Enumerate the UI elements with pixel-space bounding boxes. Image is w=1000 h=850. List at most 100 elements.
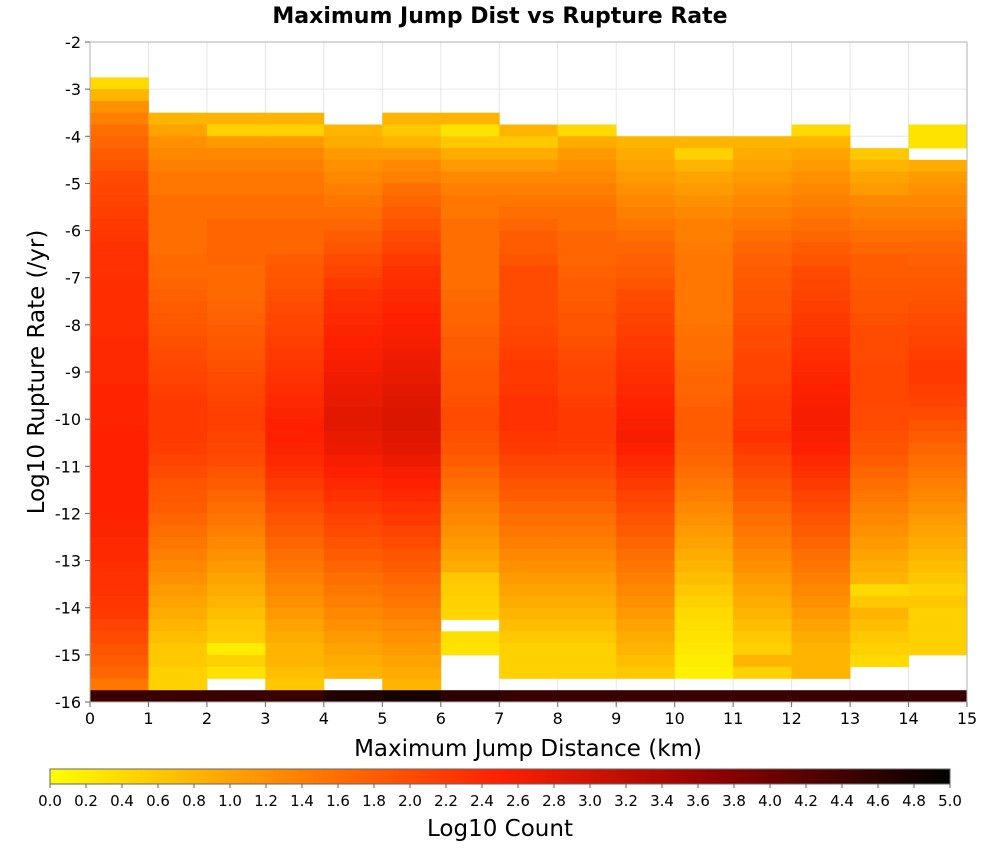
heatmap-cell: [148, 525, 208, 538]
heatmap-cell: [674, 548, 734, 561]
colorbar-tick-label: 1.6: [326, 792, 350, 810]
heatmap-cell: [148, 183, 208, 196]
heatmap-cell: [908, 360, 968, 373]
heatmap-cell: [791, 324, 851, 338]
heatmap-cell: [440, 631, 500, 644]
y-tick-label: -11: [55, 457, 81, 476]
colorbar-tick-label: 1.4: [290, 792, 314, 810]
heatmap-cell: [850, 466, 909, 479]
colorbar-tick-label: 4.2: [794, 792, 818, 810]
colorbar-tick-label: 1.8: [362, 792, 386, 810]
heatmap-cell: [791, 560, 851, 573]
heatmap-cell: [265, 265, 325, 279]
heatmap-cell: [440, 218, 500, 231]
heatmap-cell: [90, 666, 149, 679]
heatmap-cell: [674, 289, 734, 302]
heatmap-cell: [148, 419, 208, 432]
heatmap-cell: [90, 313, 149, 326]
heatmap-cell: [206, 442, 266, 455]
heatmap-cell: [382, 419, 442, 432]
heatmap-cell: [733, 395, 792, 408]
heatmap-cell: [499, 643, 559, 656]
heatmap-cell: [382, 654, 442, 668]
heatmap-cell: [90, 277, 149, 290]
heatmap-cell: [148, 195, 208, 208]
heatmap-cell: [148, 678, 208, 691]
heatmap-cell: [382, 148, 442, 161]
heatmap-cell: [148, 560, 208, 573]
heatmap-cell: [616, 313, 676, 326]
heatmap-cell: [733, 419, 792, 432]
heatmap-cell: [674, 230, 734, 243]
heatmap-cell: [733, 619, 792, 632]
heatmap-cell: [382, 301, 442, 314]
heatmap-cell: [850, 395, 909, 408]
heatmap-cell: [382, 159, 442, 173]
heatmap-cell: [382, 324, 442, 338]
heatmap-cell: [674, 478, 734, 491]
heatmap-cell: [850, 631, 909, 644]
heatmap-cell: [616, 478, 676, 491]
heatmap-cell: [382, 619, 442, 632]
heatmap-cell: [499, 171, 559, 184]
heatmap-cell: [557, 501, 617, 514]
heatmap-cell: [440, 372, 500, 385]
heatmap-cell: [206, 112, 266, 125]
heatmap-cell: [733, 218, 792, 231]
heatmap-cell: [908, 619, 968, 632]
heatmap-cell: [440, 560, 500, 573]
heatmap-cell: [499, 407, 559, 420]
heatmap-cell: [850, 501, 909, 514]
heatmap-cell: [499, 348, 559, 361]
heatmap-cell: [206, 478, 266, 491]
heatmap-cell-bottom: [148, 690, 208, 702]
heatmap-cell: [323, 643, 383, 656]
x-tick-label: 1: [143, 709, 153, 728]
colorbar: [49, 768, 951, 785]
heatmap-cell-bottom: [440, 690, 500, 702]
heatmap-cell: [616, 584, 676, 597]
heatmap-cell: [148, 442, 208, 455]
heatmap-cell: [850, 171, 909, 184]
heatmap-cell: [791, 372, 851, 385]
heatmap-cell: [616, 171, 676, 184]
heatmap-cell: [382, 560, 442, 573]
x-tick-label: 9: [611, 709, 621, 728]
heatmap-cell: [616, 242, 676, 255]
heatmap-cell: [674, 643, 734, 656]
heatmap-cell: [90, 454, 149, 467]
heatmap-cell: [674, 513, 734, 526]
y-axis-label: Log10 Rupture Rate (/yr): [24, 230, 50, 515]
heatmap-cell: [440, 254, 500, 267]
heatmap-cell: [908, 501, 968, 514]
heatmap-cell: [148, 430, 208, 444]
heatmap-cell: [499, 324, 559, 338]
y-tick-label: -13: [55, 552, 81, 571]
heatmap-cell: [148, 254, 208, 267]
heatmap-cell: [440, 136, 500, 149]
heatmap-cell: [148, 136, 208, 149]
heatmap-cell: [90, 348, 149, 361]
heatmap-cell: [850, 572, 909, 585]
heatmap-cell: [148, 324, 208, 338]
heatmap-cell: [382, 513, 442, 526]
heatmap-cell: [206, 348, 266, 361]
colorbar-tick-label: 0.0: [38, 792, 62, 810]
heatmap-cell: [616, 548, 676, 561]
colorbar-tick-label: 2.4: [470, 792, 494, 810]
heatmap-cell: [90, 183, 149, 196]
heatmap-cell: [206, 489, 266, 503]
heatmap-cell: [616, 466, 676, 479]
heatmap-cell: [733, 230, 792, 243]
heatmap-cell: [557, 159, 617, 173]
heatmap-cell: [206, 595, 266, 609]
heatmap-cell: [206, 171, 266, 184]
heatmap-cells: [90, 77, 968, 702]
heatmap-cell: [499, 254, 559, 267]
heatmap-cell: [557, 430, 617, 444]
heatmap-cell: [557, 383, 617, 396]
heatmap-cell: [206, 372, 266, 385]
heatmap-cell: [733, 254, 792, 267]
heatmap-cell: [499, 277, 559, 290]
y-tick-label: -6: [65, 222, 81, 241]
